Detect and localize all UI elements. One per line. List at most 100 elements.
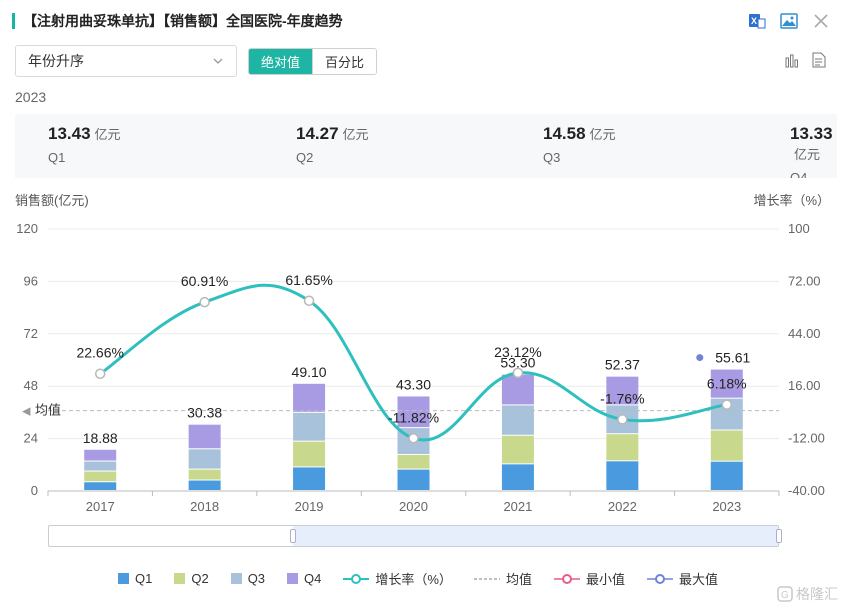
close-icon[interactable] — [812, 12, 830, 30]
data-zoom-slider[interactable] — [48, 525, 782, 547]
bar-segment-q4 — [397, 396, 430, 428]
average-label: 均值 — [35, 403, 61, 418]
growth-point — [512, 367, 524, 379]
summary-value: 14.27 — [296, 124, 339, 143]
image-export-icon[interactable] — [780, 12, 798, 30]
svg-text:G: G — [781, 590, 789, 601]
bar-total-label: 52.37 — [605, 357, 640, 373]
growth-point — [94, 368, 106, 379]
legend-label: Q1 — [135, 571, 153, 586]
bar-segment-q3 — [84, 461, 117, 471]
slider-left-handle[interactable] — [290, 529, 296, 543]
legend-min[interactable]: 最小值 — [553, 569, 625, 588]
y2-tick-label: 100 — [788, 221, 810, 236]
average-pointer: ◀ — [22, 406, 31, 418]
excel-export-icon[interactable]: X — [748, 12, 766, 30]
title-accent — [12, 13, 15, 29]
growth-point — [199, 296, 210, 308]
bar-segment-q2 — [84, 471, 117, 482]
growth-label: -11.82% — [388, 409, 439, 425]
document-icon[interactable] — [812, 52, 826, 73]
legend-q1[interactable]: Q1 — [118, 571, 152, 586]
summary-q4: 13.33 亿元 Q4 — [790, 124, 837, 178]
y2-tick-label: -40.00 — [788, 483, 825, 498]
percent-button[interactable]: 百分比 — [312, 49, 377, 74]
summary-unit: 亿元 — [342, 127, 369, 142]
legend-label: Q4 — [304, 571, 322, 586]
slider-right-handle[interactable] — [776, 529, 782, 543]
bar-segment-q4 — [188, 424, 221, 449]
growth-label: -1.76% — [600, 390, 644, 406]
y-tick-label: 72 — [24, 326, 38, 341]
watermark-logo-icon: G — [777, 586, 793, 602]
year-label: 2023 — [15, 89, 47, 105]
y2-tick-label: 72.00 — [788, 273, 821, 288]
right-axis-title: 增长率（%） — [753, 193, 830, 208]
legend-max-icon — [646, 573, 673, 584]
legend-label: Q3 — [247, 571, 266, 586]
legend-max[interactable]: 最大值 — [646, 569, 718, 588]
bar-segment-q3 — [188, 449, 221, 469]
bar-segment-q2 — [606, 434, 639, 461]
y-tick-label: 96 — [24, 273, 38, 288]
chevron-down-icon — [213, 58, 223, 64]
legend-label: Q2 — [191, 571, 209, 586]
growth-label: 60.91% — [181, 273, 228, 289]
bar-segment-q4 — [501, 374, 534, 405]
summary-value: 14.58 — [543, 124, 586, 143]
y-tick-label: 24 — [24, 431, 38, 446]
legend-swatch — [118, 573, 129, 584]
summary-quarter: Q4 — [790, 170, 808, 178]
max-marker — [696, 354, 704, 362]
sort-select[interactable]: 年份升序 — [15, 45, 237, 77]
legend-label: 最大值 — [678, 572, 718, 587]
slider-selected-range — [293, 526, 778, 546]
legend-q3[interactable]: Q3 — [230, 571, 266, 586]
bar-segment-q1 — [710, 461, 743, 490]
bar-segment-q2 — [710, 430, 743, 461]
y2-tick-label: 16.00 — [788, 378, 821, 393]
growth-point — [721, 399, 733, 410]
watermark-text: 格隆汇 — [796, 586, 838, 602]
legend-q2[interactable]: Q2 — [174, 571, 209, 586]
page-title: 【注射用曲妥珠单抗】【销售额】全国医院-年度趋势 — [23, 13, 343, 29]
y-tick-label: 0 — [31, 483, 38, 498]
legend-q4[interactable]: Q4 — [287, 571, 321, 586]
bar-segment-q4 — [710, 369, 743, 398]
absolute-value-button[interactable]: 绝对值 — [249, 49, 313, 74]
growth-label: 6.18% — [707, 376, 747, 392]
legend-min-icon — [553, 573, 580, 584]
legend-average-icon — [473, 577, 500, 580]
quarter-summary: 13.43 亿元 Q1 14.27 亿元 Q2 14.58 亿元 Q3 13.33亿元… — [15, 114, 837, 178]
bar-segment-q1 — [293, 467, 326, 490]
y2-tick-label: -12.00 — [788, 431, 825, 446]
legend-average[interactable]: 均值 — [473, 569, 532, 588]
growth-label: 22.66% — [76, 345, 123, 361]
bar-segment-q1 — [188, 480, 221, 490]
legend-growth[interactable]: 增长率（%） — [343, 569, 452, 588]
y-tick-label: 48 — [24, 378, 38, 393]
bar-segment-q2 — [293, 441, 326, 467]
legend-label: 增长率（%） — [375, 572, 452, 587]
growth-point — [303, 295, 315, 307]
legend-swatch — [230, 573, 242, 584]
legend-swatch — [174, 573, 186, 584]
top-icon-bar: X — [748, 12, 830, 30]
legend-label: 均值 — [505, 572, 532, 587]
x-tick-label: 2019 — [295, 499, 324, 514]
growth-label: 23.12% — [494, 344, 541, 360]
summary-unit: 亿元 — [589, 127, 616, 142]
growth-point — [408, 433, 419, 444]
bar-segment-q4 — [293, 383, 326, 412]
bar-segment-q2 — [188, 469, 221, 480]
sales-chart: 0 24 48 72 96 120 -40.00 -12.00 16.00 44.00 72.00 1… — [16, 221, 825, 514]
legend-swatch — [287, 573, 299, 584]
left-axis-title: 销售额(亿元) — [15, 193, 89, 208]
summary-quarter: Q1 — [48, 150, 66, 165]
bar-total-label: 43.30 — [396, 376, 431, 392]
summary-value: 13.43 — [48, 124, 91, 143]
bar-total-label: 53.30 — [500, 355, 535, 371]
growth-label: 61.65% — [285, 272, 332, 288]
bar-chart-icon[interactable] — [784, 52, 800, 73]
svg-text:X: X — [751, 16, 757, 26]
